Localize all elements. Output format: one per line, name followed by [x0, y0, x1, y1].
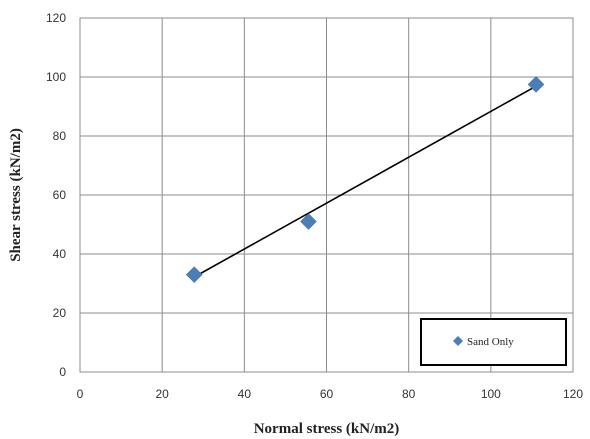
x-tick-label: 120 [563, 387, 583, 401]
trendline-group [193, 85, 537, 278]
legend-entry-sand-only: Sand Only [467, 336, 514, 348]
trendline [193, 85, 537, 278]
y-tick-label: 120 [46, 11, 66, 25]
grid [80, 18, 573, 372]
x-tick-label: 60 [320, 387, 334, 401]
y-tick-label: 0 [59, 365, 66, 379]
x-tick-label: 20 [155, 387, 169, 401]
data-points [185, 76, 545, 284]
legend: Sand Only [420, 318, 567, 366]
plot-area [79, 17, 574, 373]
y-tick-label: 100 [46, 70, 66, 84]
legend-box [420, 318, 567, 366]
x-tick-label: 0 [77, 387, 84, 401]
y-axis-title: Shear stress (kN/m2) [8, 128, 24, 262]
tick-labels: 0 20 40 60 80 100 120 0 20 40 60 80 100 120 [46, 11, 583, 401]
data-point [527, 76, 545, 93]
y-tick-label: 80 [53, 129, 67, 143]
x-axis-title: Normal stress (kN/m2) [254, 421, 400, 437]
x-tick-label: 80 [402, 387, 416, 401]
data-point [300, 213, 317, 230]
y-tick-label: 60 [53, 188, 67, 202]
y-tick-label: 40 [53, 247, 67, 261]
x-tick-label: 40 [238, 387, 252, 401]
data-point [185, 266, 203, 284]
x-tick-label: 100 [481, 387, 501, 401]
y-tick-label: 20 [53, 306, 67, 320]
legend-marker-diamond [453, 336, 463, 346]
